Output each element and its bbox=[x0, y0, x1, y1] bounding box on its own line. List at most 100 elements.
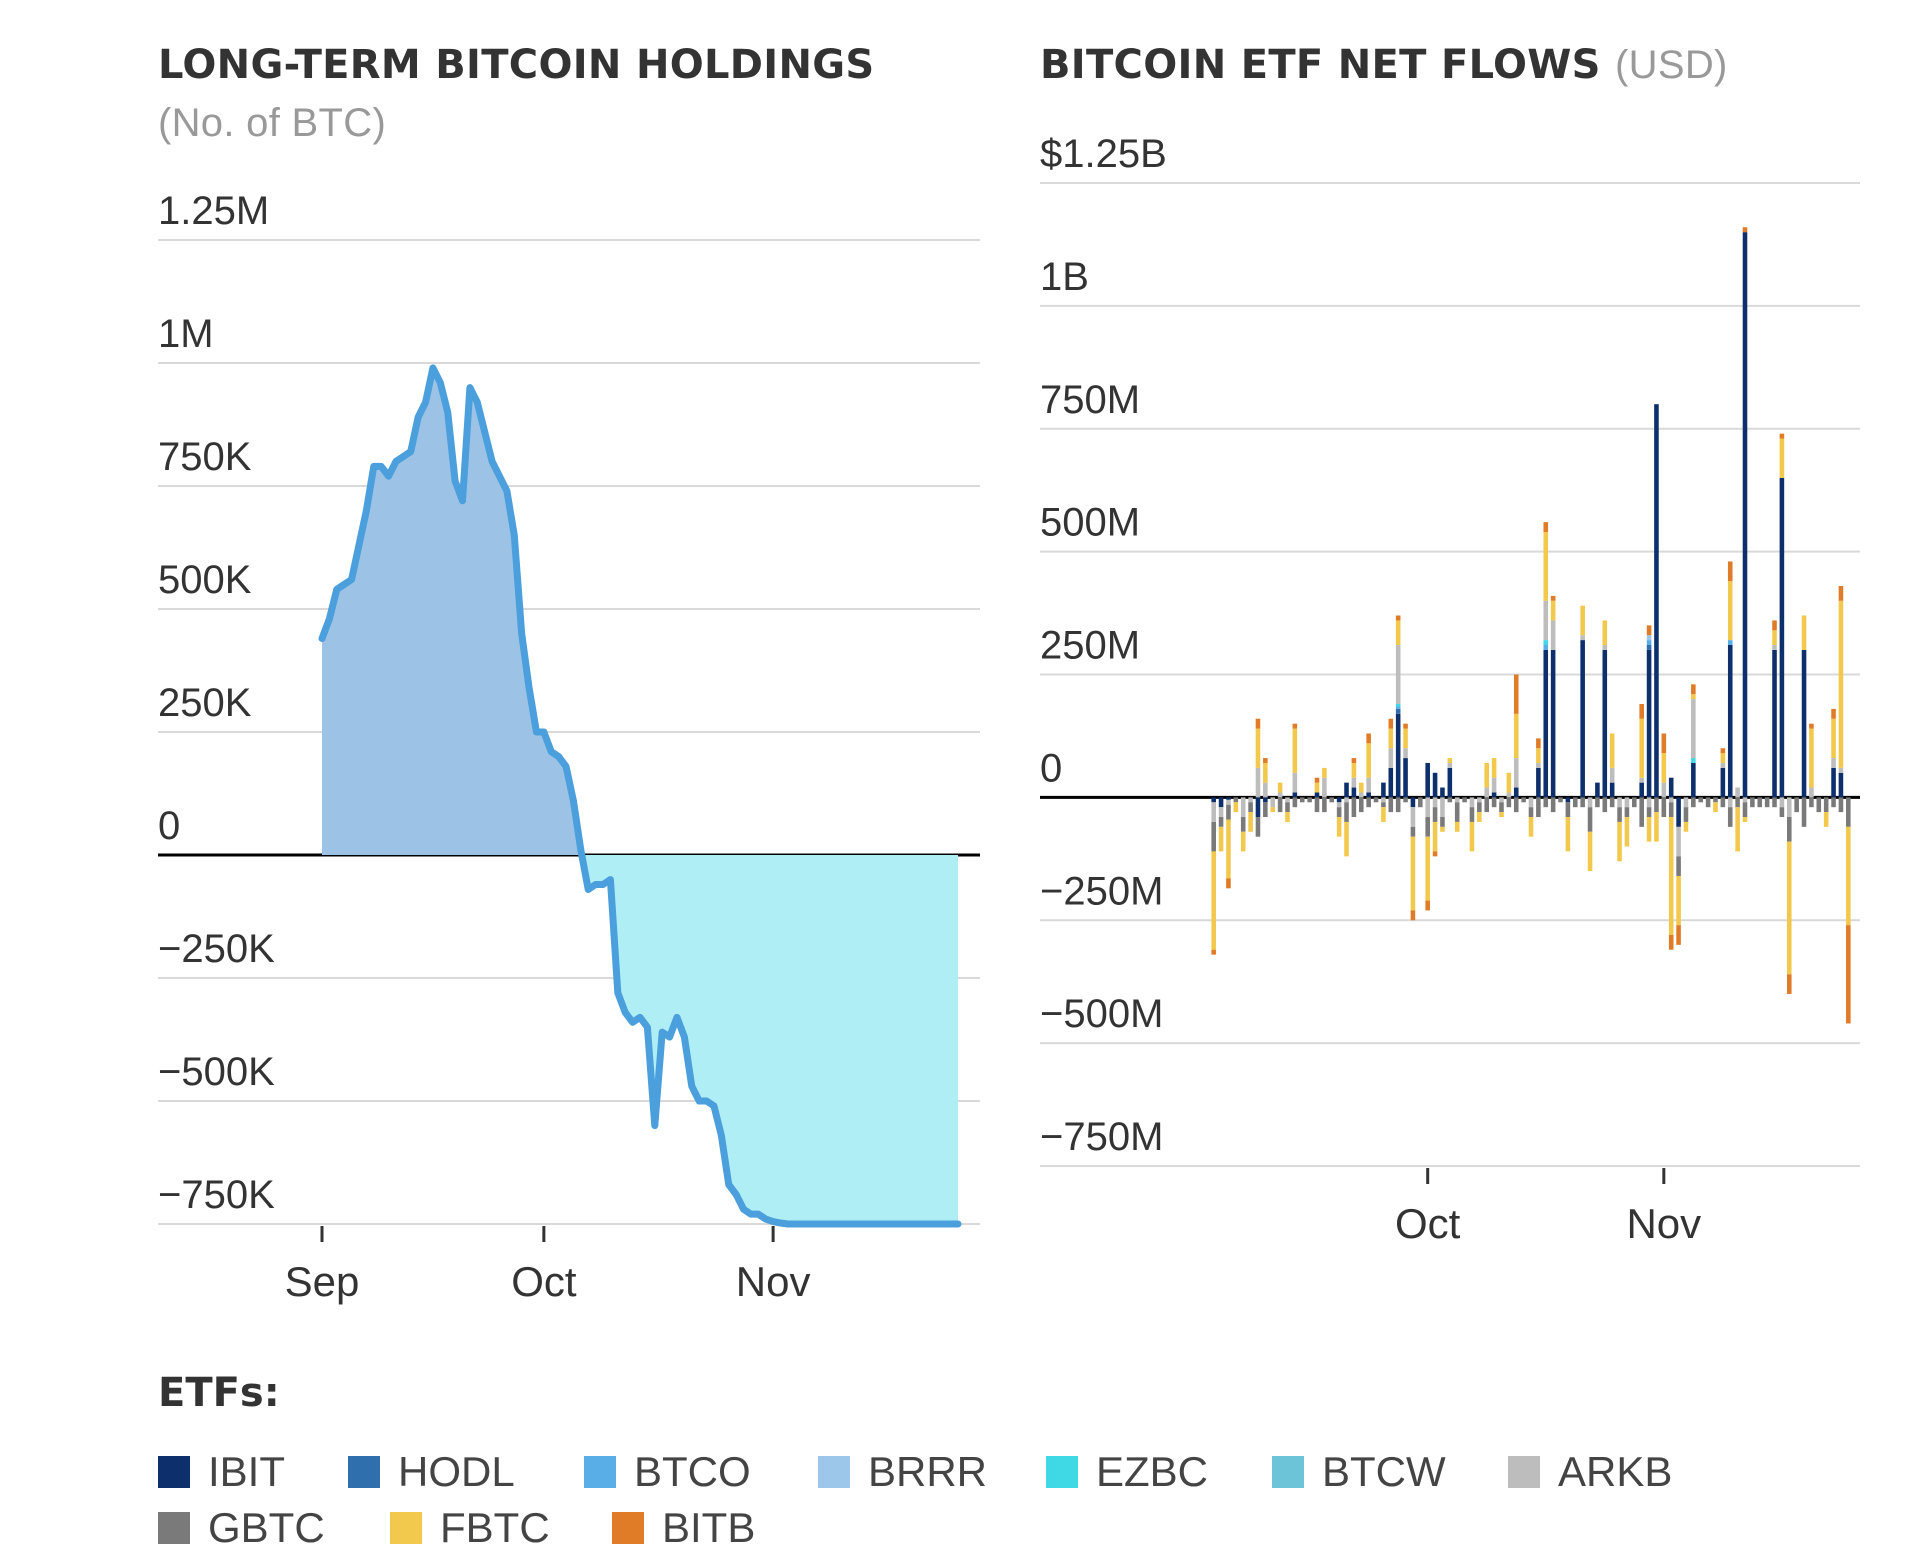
legend-swatch bbox=[158, 1512, 190, 1544]
bar-segment-fbtc bbox=[1661, 753, 1667, 783]
bar-segment-arkb bbox=[1580, 635, 1585, 641]
legend-item-brrr: BRRR bbox=[818, 1448, 987, 1495]
bar-segment-fbtc bbox=[1263, 762, 1268, 783]
bar-segment-gbtc bbox=[1506, 797, 1512, 808]
bar-segment-bitb bbox=[1395, 615, 1401, 621]
legend-swatch bbox=[1046, 1456, 1078, 1488]
bar-segment-ibit bbox=[1491, 792, 1497, 798]
bar-segment-arkb bbox=[1248, 797, 1253, 803]
bar-segment-gbtc bbox=[1344, 802, 1349, 822]
bar-segment-ibit bbox=[1639, 782, 1644, 798]
bar-segment-ezbc bbox=[1691, 758, 1696, 763]
bar-segment-gbtc bbox=[1299, 797, 1305, 803]
bar-segment-fbtc bbox=[1491, 758, 1497, 778]
bar-segment-fbtc bbox=[1713, 802, 1718, 813]
legend-swatch bbox=[1508, 1456, 1540, 1488]
bar-segment-fbtc bbox=[1270, 807, 1276, 813]
bar-segment-gbtc bbox=[1373, 797, 1379, 803]
bar-segment-bitb bbox=[1351, 758, 1357, 763]
bar-segment-gbtc bbox=[1816, 797, 1822, 813]
bar-segment-btco bbox=[1395, 706, 1401, 709]
right-y-tick-label: −250M bbox=[1040, 869, 1163, 913]
bar-segment-bitb bbox=[1727, 561, 1733, 582]
bar-segment-gbtc bbox=[1550, 797, 1556, 813]
bar-segment-fbtc bbox=[1779, 438, 1785, 478]
bar-segment-arkb bbox=[1587, 797, 1593, 808]
bar-segment-fbtc bbox=[1211, 851, 1216, 950]
bar-segment-ibit bbox=[1550, 649, 1556, 798]
bar-segment-arkb bbox=[1358, 792, 1364, 798]
bar-segment-arkb bbox=[1351, 777, 1357, 788]
bar-segment-fbtc bbox=[1720, 753, 1726, 763]
bar-segment-gbtc bbox=[1757, 797, 1763, 808]
left-y-tick-label: 250K bbox=[158, 681, 252, 725]
bar-segment-gbtc bbox=[1786, 817, 1792, 842]
bar-segment-arkb bbox=[1543, 600, 1549, 641]
bar-segment-bitb bbox=[1772, 620, 1777, 631]
bar-segment-gbtc bbox=[1676, 856, 1681, 877]
legend-swatch bbox=[1272, 1456, 1304, 1488]
right-chart-y-axis: $1.25B 1B 750M 500M 250M 0 −250M −500M −750M bbox=[1040, 132, 1167, 1159]
bar-segment-ibit bbox=[1447, 767, 1453, 798]
bar-segment-bitb bbox=[1691, 684, 1696, 695]
bar-segment-ibit bbox=[1668, 777, 1674, 798]
bar-segment-bitb bbox=[1543, 522, 1549, 532]
bar-segment-fbtc bbox=[1410, 836, 1416, 911]
right-y-tick-label: −750M bbox=[1040, 1115, 1163, 1159]
bar-segment-gbtc bbox=[1720, 797, 1726, 808]
bar-segment-arkb bbox=[1683, 797, 1689, 808]
bar-segment-gbtc bbox=[1255, 817, 1261, 837]
bar-segment-gbtc bbox=[1831, 797, 1836, 808]
bar-segment-arkb bbox=[1255, 767, 1261, 798]
bar-segment-ibit bbox=[1742, 232, 1748, 798]
bar-segment-bitb bbox=[1786, 974, 1792, 994]
bar-segment-gbtc bbox=[1609, 797, 1615, 808]
bar-segment-gbtc bbox=[1809, 797, 1814, 808]
bar-segment-arkb bbox=[1344, 797, 1349, 803]
right-chart-unit: (USD) bbox=[1615, 43, 1728, 87]
left-chart-title-text: LONG-TERM BITCOIN HOLDINGS bbox=[158, 42, 875, 88]
legend-label: BRRR bbox=[868, 1448, 988, 1495]
bar-segment-bitb bbox=[1646, 625, 1652, 636]
bar-segment-arkb bbox=[1322, 777, 1327, 798]
bar-segment-gbtc bbox=[1735, 797, 1740, 808]
bar-segment-gbtc bbox=[1477, 802, 1482, 813]
bar-segment-gbtc bbox=[1632, 797, 1637, 808]
bar-segment-gbtc bbox=[1713, 797, 1718, 803]
bar-segment-gbtc bbox=[1491, 797, 1497, 808]
bar-segment-gbtc bbox=[1381, 802, 1386, 808]
bar-segment-gbtc bbox=[1418, 797, 1423, 808]
bar-segment-arkb bbox=[1403, 748, 1408, 759]
bar-segment-arkb bbox=[1513, 758, 1519, 788]
bar-segment-fbtc bbox=[1358, 782, 1364, 793]
bar-segment-arkb bbox=[1528, 797, 1534, 808]
bar-segment-gbtc bbox=[1661, 797, 1667, 818]
bar-segment-gbtc bbox=[1823, 797, 1829, 813]
bar-segment-fbtc bbox=[1772, 630, 1777, 646]
right-chart-title: BITCOIN ETF NET FLOWS (USD) bbox=[1040, 36, 1860, 94]
bar-segment-btco bbox=[1727, 640, 1733, 646]
bar-segment-arkb bbox=[1617, 797, 1622, 808]
bar-segment-bitb bbox=[1292, 723, 1298, 729]
bar-segment-gbtc bbox=[1698, 797, 1704, 803]
bar-segment-gbtc bbox=[1248, 802, 1253, 813]
bar-segment-gbtc bbox=[1226, 804, 1231, 820]
bar-segment-bitb bbox=[1809, 723, 1814, 729]
bar-segment-arkb bbox=[1432, 797, 1438, 808]
bar-segment-arkb bbox=[1395, 645, 1401, 704]
bar-segment-arkb bbox=[1285, 797, 1290, 803]
bar-segment-arkb bbox=[1263, 782, 1268, 798]
bar-segment-fbtc bbox=[1506, 772, 1512, 793]
left-y-tick-label: 1M bbox=[158, 312, 214, 356]
bar-segment-fbtc bbox=[1602, 620, 1608, 646]
bar-segment-ibit bbox=[1654, 404, 1659, 798]
right-y-tick-label: $1.25B bbox=[1040, 132, 1167, 176]
bar-segment-gbtc bbox=[1322, 797, 1327, 813]
right-x-tick-label: Oct bbox=[1395, 1200, 1461, 1247]
left-x-tick-label: Sep bbox=[285, 1258, 360, 1305]
left-y-tick-label: −250K bbox=[158, 927, 275, 971]
left-y-tick-label: −750K bbox=[158, 1173, 275, 1217]
bar-segment-bitb bbox=[1639, 703, 1644, 719]
bar-segment-arkb bbox=[1506, 792, 1512, 798]
bar-segment-arkb bbox=[1440, 797, 1445, 818]
